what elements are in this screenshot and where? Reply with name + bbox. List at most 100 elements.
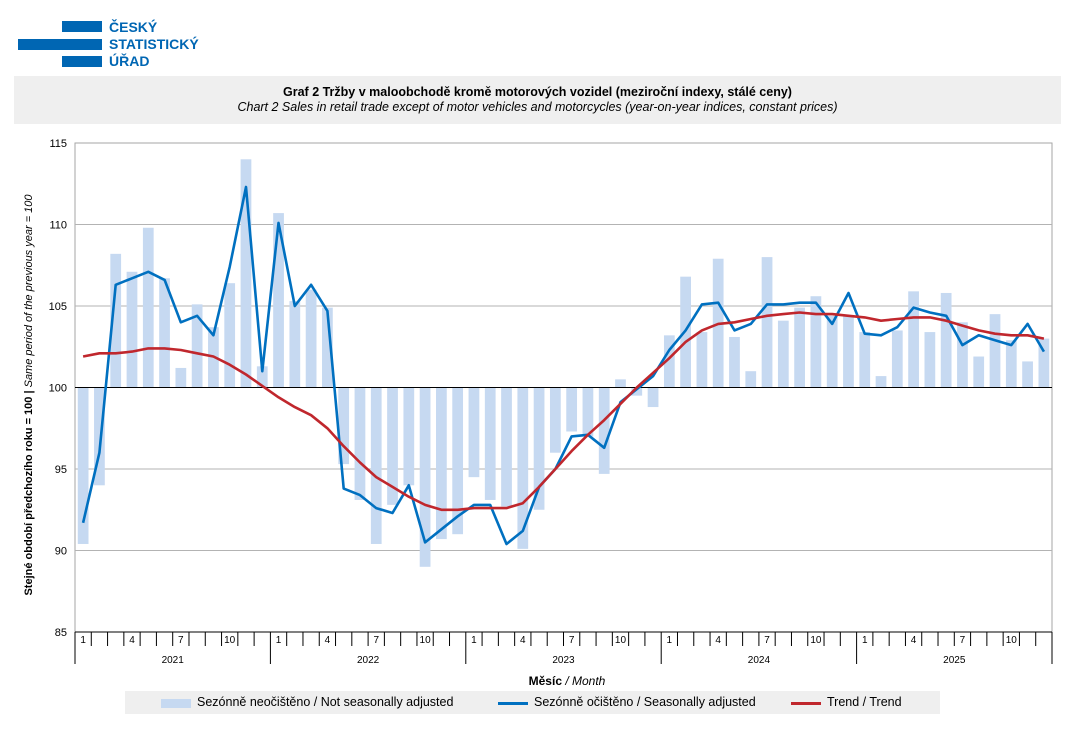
y-tick-label: 100	[49, 383, 67, 395]
bar-nsa	[891, 330, 903, 388]
x-month-label: 10	[224, 635, 236, 646]
bar-nsa	[338, 387, 350, 465]
bar-nsa	[924, 332, 936, 388]
legend-label-sa: Sezónně očištěno / Seasonally adjusted	[534, 695, 756, 709]
bar-nsa	[696, 332, 708, 388]
bar-nsa	[745, 371, 757, 388]
bar-nsa	[908, 291, 919, 388]
x-month-label: 1	[276, 635, 282, 646]
legend-label-nsa: Sezónně neočištěno / Not seasonally adju…	[197, 695, 454, 709]
x-month-label: 1	[862, 635, 868, 646]
x-month-label: 10	[615, 635, 627, 646]
bar-nsa	[273, 213, 284, 388]
bar-nsa	[1022, 361, 1033, 388]
bar-nsa	[729, 336, 740, 388]
bar-nsa	[810, 296, 822, 388]
bar-nsa	[142, 227, 154, 388]
bar-nsa	[289, 301, 301, 388]
bar-nsa	[240, 159, 252, 388]
bar-nsa	[663, 335, 675, 388]
x-month-label: 1	[667, 635, 673, 646]
y-axis-label-cz: Stejné období předchozího roku = 100 |	[23, 390, 35, 595]
bar-nsa	[501, 387, 512, 507]
logo-bar-1	[62, 21, 102, 32]
x-year-label: 2023	[552, 655, 575, 666]
bar-nsa	[517, 387, 529, 549]
bar-nsa	[989, 314, 1001, 388]
logo-text-3: ÚŘAD	[109, 52, 149, 68]
bar-nsa	[940, 292, 952, 388]
bar-nsa	[94, 387, 105, 486]
bar-nsa	[859, 332, 871, 388]
bar-nsa	[126, 271, 138, 388]
y-tick-label: 90	[55, 546, 67, 558]
bar-nsa	[794, 307, 805, 388]
logo-text-1: ČESKÝ	[109, 18, 158, 35]
bar-nsa	[305, 289, 317, 388]
y-tick-label: 105	[49, 301, 67, 313]
legend-swatch-trend	[791, 702, 821, 705]
bar-nsa	[843, 315, 854, 388]
legend-swatch-sa	[498, 702, 528, 705]
x-month-label: 7	[960, 635, 966, 646]
bar-nsa	[533, 387, 545, 510]
bar-nsa	[1005, 340, 1017, 388]
x-axis-label: Měsíc / Month	[529, 674, 606, 688]
x-month-label: 7	[373, 635, 379, 646]
x-year-label: 2025	[943, 655, 966, 666]
bar-nsa	[452, 387, 464, 535]
bar-nsa	[110, 253, 122, 388]
bar-nsa	[615, 379, 626, 388]
bar-nsa	[582, 387, 594, 437]
bar-nsa	[175, 367, 187, 388]
bar-nsa	[419, 387, 431, 567]
legend: Sezónně neočištěno / Not seasonally adju…	[125, 691, 940, 714]
bar-nsa	[191, 304, 203, 388]
bars-not-seasonally-adjusted	[75, 159, 1052, 567]
bar-nsa	[387, 387, 398, 505]
x-month-label: 4	[520, 635, 526, 646]
x-year-label: 2024	[748, 655, 771, 666]
bar-nsa	[159, 278, 170, 388]
bar-nsa	[468, 387, 480, 478]
bar-nsa	[647, 387, 659, 408]
x-month-label: 4	[129, 635, 135, 646]
x-month-label: 7	[569, 635, 575, 646]
bar-nsa	[1038, 338, 1050, 388]
bar-nsa	[957, 322, 968, 388]
bar-nsa	[761, 257, 773, 388]
bar-nsa	[875, 376, 887, 388]
x-month-label: 4	[911, 635, 917, 646]
bar-nsa	[77, 387, 89, 544]
chart-title-english: Chart 2 Sales in retail trade except of …	[237, 100, 838, 114]
y-tick-label: 115	[49, 138, 67, 150]
legend-label-trend: Trend / Trend	[827, 695, 902, 709]
x-year-label: 2021	[162, 655, 185, 666]
chart-title-box: Graf 2 Tržby v maloobchodě kromě motorov…	[14, 76, 1061, 124]
bar-nsa	[549, 387, 561, 453]
y-tick-label: 95	[55, 464, 67, 476]
bar-nsa	[436, 387, 447, 540]
x-month-label: 4	[715, 635, 721, 646]
x-axis-label-en: / Month	[562, 674, 606, 688]
x-month-label: 10	[810, 635, 822, 646]
bar-nsa	[826, 315, 838, 388]
x-month-label: 7	[178, 635, 184, 646]
legend-swatch-nsa	[161, 699, 191, 708]
bar-nsa	[403, 387, 415, 486]
x-month-label: 7	[764, 635, 770, 646]
line-trend	[82, 311, 1045, 512]
logo-text-2: STATISTICKÝ	[109, 35, 199, 52]
x-month-label: 10	[1006, 635, 1018, 646]
csu-logo: ČESKÝ STATISTICKÝ ÚŘAD	[16, 18, 216, 69]
logo-bar-3	[62, 56, 102, 67]
bar-nsa	[354, 387, 366, 500]
y-axis-label: Stejné období předchozího roku = 100 | S…	[23, 194, 35, 596]
chart-title-czech: Graf 2 Tržby v maloobchodě kromě motorov…	[283, 85, 792, 99]
bar-nsa	[973, 356, 985, 388]
logo-bar-2	[18, 39, 102, 50]
bar-nsa	[566, 387, 578, 432]
y-axis-label-en: Same period of the previous year = 100	[23, 194, 35, 391]
